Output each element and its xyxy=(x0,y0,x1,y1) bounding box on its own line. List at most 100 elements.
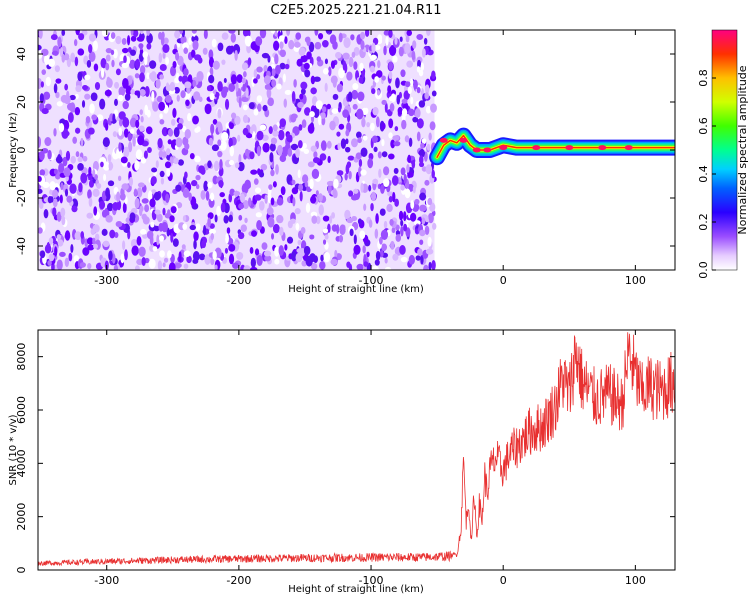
noise-speckle xyxy=(303,62,310,70)
noise-speckle xyxy=(137,182,145,188)
noise-speckle xyxy=(59,194,63,204)
noise-speckle xyxy=(209,192,215,202)
noise-speckle xyxy=(397,106,403,115)
noise-speckle xyxy=(52,207,57,217)
noise-speckle xyxy=(192,79,197,88)
noise-speckle xyxy=(415,255,421,261)
noise-speckle xyxy=(391,175,399,186)
noise-speckle xyxy=(414,108,421,119)
noise-speckle xyxy=(146,72,150,80)
noise-speckle xyxy=(145,126,153,135)
noise-speckle xyxy=(259,30,267,39)
noise-speckle xyxy=(157,260,163,270)
noise-speckle xyxy=(74,127,81,134)
noise-speckle xyxy=(403,173,407,184)
noise-speckle xyxy=(337,142,341,150)
noise-speckle xyxy=(297,169,301,179)
noise-speckle xyxy=(190,196,197,207)
noise-speckle xyxy=(174,262,182,269)
noise-speckle xyxy=(66,195,73,203)
noise-speckle xyxy=(138,125,145,132)
noise-speckle xyxy=(315,190,319,196)
noise-speckle xyxy=(75,85,82,93)
noise-speckle xyxy=(344,173,348,181)
noise-speckle xyxy=(141,213,147,221)
noise-speckle xyxy=(267,55,271,63)
noise-speckle xyxy=(109,229,116,239)
noise-speckle xyxy=(140,115,144,123)
noise-speckle xyxy=(102,137,110,148)
noise-speckle xyxy=(425,248,434,255)
noise-speckle xyxy=(248,102,255,110)
noise-speckle xyxy=(105,47,113,54)
noise-speckle xyxy=(383,30,390,36)
noise-speckle xyxy=(266,88,272,99)
noise-speckle xyxy=(153,225,160,232)
noise-speckle xyxy=(127,132,133,142)
noise-speckle xyxy=(121,62,129,69)
noise-speckle xyxy=(392,55,398,63)
noise-speckle xyxy=(159,235,164,242)
noise-speckle xyxy=(214,214,218,223)
noise-speckle xyxy=(134,197,140,209)
noise-speckle xyxy=(408,137,413,148)
noise-speckle xyxy=(312,157,321,164)
noise-speckle xyxy=(394,37,398,45)
noise-speckle xyxy=(232,44,241,55)
colorbar-tick-label: 0.4 xyxy=(697,165,710,183)
noise-speckle xyxy=(228,137,233,148)
noise-speckle xyxy=(120,253,125,264)
noise-speckle xyxy=(398,210,404,221)
noise-speckle xyxy=(389,218,394,226)
noise-speckle xyxy=(247,57,252,66)
noise-speckle xyxy=(159,64,167,72)
noise-speckle xyxy=(276,197,284,206)
noise-speckle xyxy=(86,60,92,68)
noise-speckle xyxy=(56,211,62,222)
noise-speckle xyxy=(267,97,274,107)
noise-speckle xyxy=(88,197,93,207)
noise-speckle xyxy=(172,238,179,247)
noise-speckle xyxy=(370,191,377,202)
noise-speckle xyxy=(423,264,429,270)
spectrogram-y-tick-label: 0 xyxy=(15,147,28,154)
noise-speckle xyxy=(284,89,292,96)
noise-speckle xyxy=(317,115,322,126)
noise-speckle xyxy=(69,102,76,113)
noise-speckle xyxy=(274,53,279,65)
noise-speckle xyxy=(263,75,271,85)
noise-speckle xyxy=(338,234,344,243)
noise-speckle xyxy=(103,173,107,181)
noise-speckle xyxy=(181,244,186,250)
noise-speckle xyxy=(53,83,58,94)
noise-speckle xyxy=(53,168,58,175)
noise-speckle xyxy=(57,36,62,48)
noise-speckle xyxy=(420,62,425,71)
noise-speckle xyxy=(335,51,342,59)
noise-speckle xyxy=(338,123,345,130)
noise-speckle xyxy=(322,228,329,234)
noise-speckle xyxy=(68,252,73,262)
noise-speckle xyxy=(307,123,315,134)
noise-speckle xyxy=(92,224,100,233)
noise-speckle xyxy=(44,244,52,254)
noise-speckle xyxy=(353,46,360,56)
noise-speckle xyxy=(42,181,50,189)
noise-speckle xyxy=(184,81,192,89)
noise-speckle xyxy=(298,47,306,57)
noise-speckle xyxy=(141,256,146,266)
noise-speckle xyxy=(165,56,170,65)
noise-speckle xyxy=(329,215,333,224)
noise-speckle xyxy=(140,228,147,235)
noise-speckle xyxy=(290,218,296,224)
noise-speckle xyxy=(398,46,404,57)
noise-speckle xyxy=(262,142,270,153)
noise-speckle xyxy=(310,262,318,270)
noise-speckle xyxy=(431,222,437,230)
noise-speckle xyxy=(366,251,370,258)
noise-speckle xyxy=(228,159,235,166)
noise-speckle xyxy=(381,122,386,130)
noise-speckle xyxy=(66,57,72,68)
noise-speckle xyxy=(260,163,268,171)
noise-speckle xyxy=(342,52,350,60)
